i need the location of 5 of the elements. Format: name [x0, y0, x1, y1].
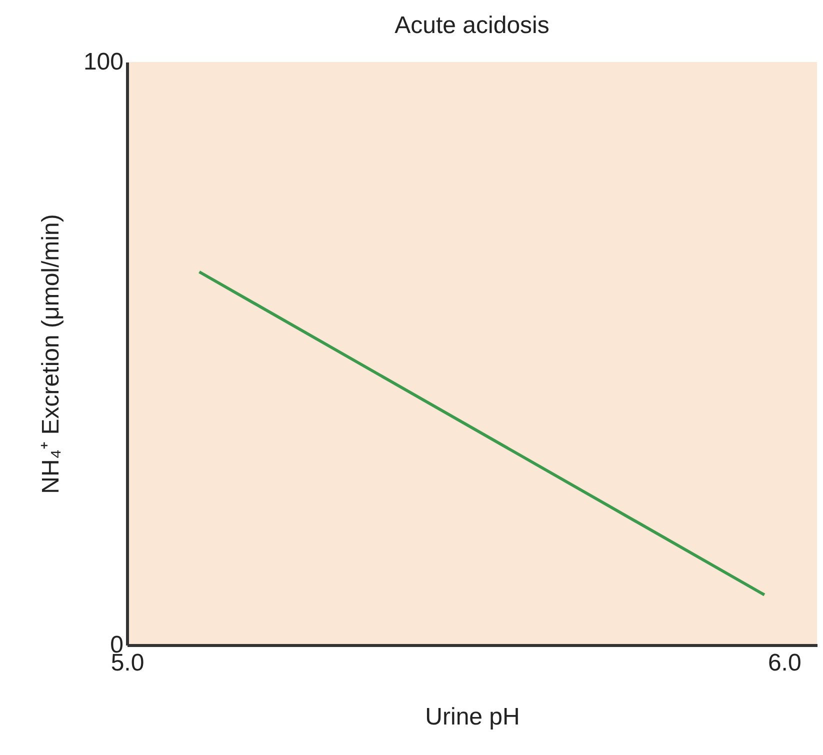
y-tick-label: 100 [83, 48, 124, 76]
chart-title: Acute acidosis [394, 12, 550, 39]
x-tick-label: 6.0 [768, 650, 802, 676]
x-axis-title: Urine pH [425, 704, 520, 730]
y-axis-title: NH₄⁺ Excretion (μmol/min) [37, 214, 64, 494]
